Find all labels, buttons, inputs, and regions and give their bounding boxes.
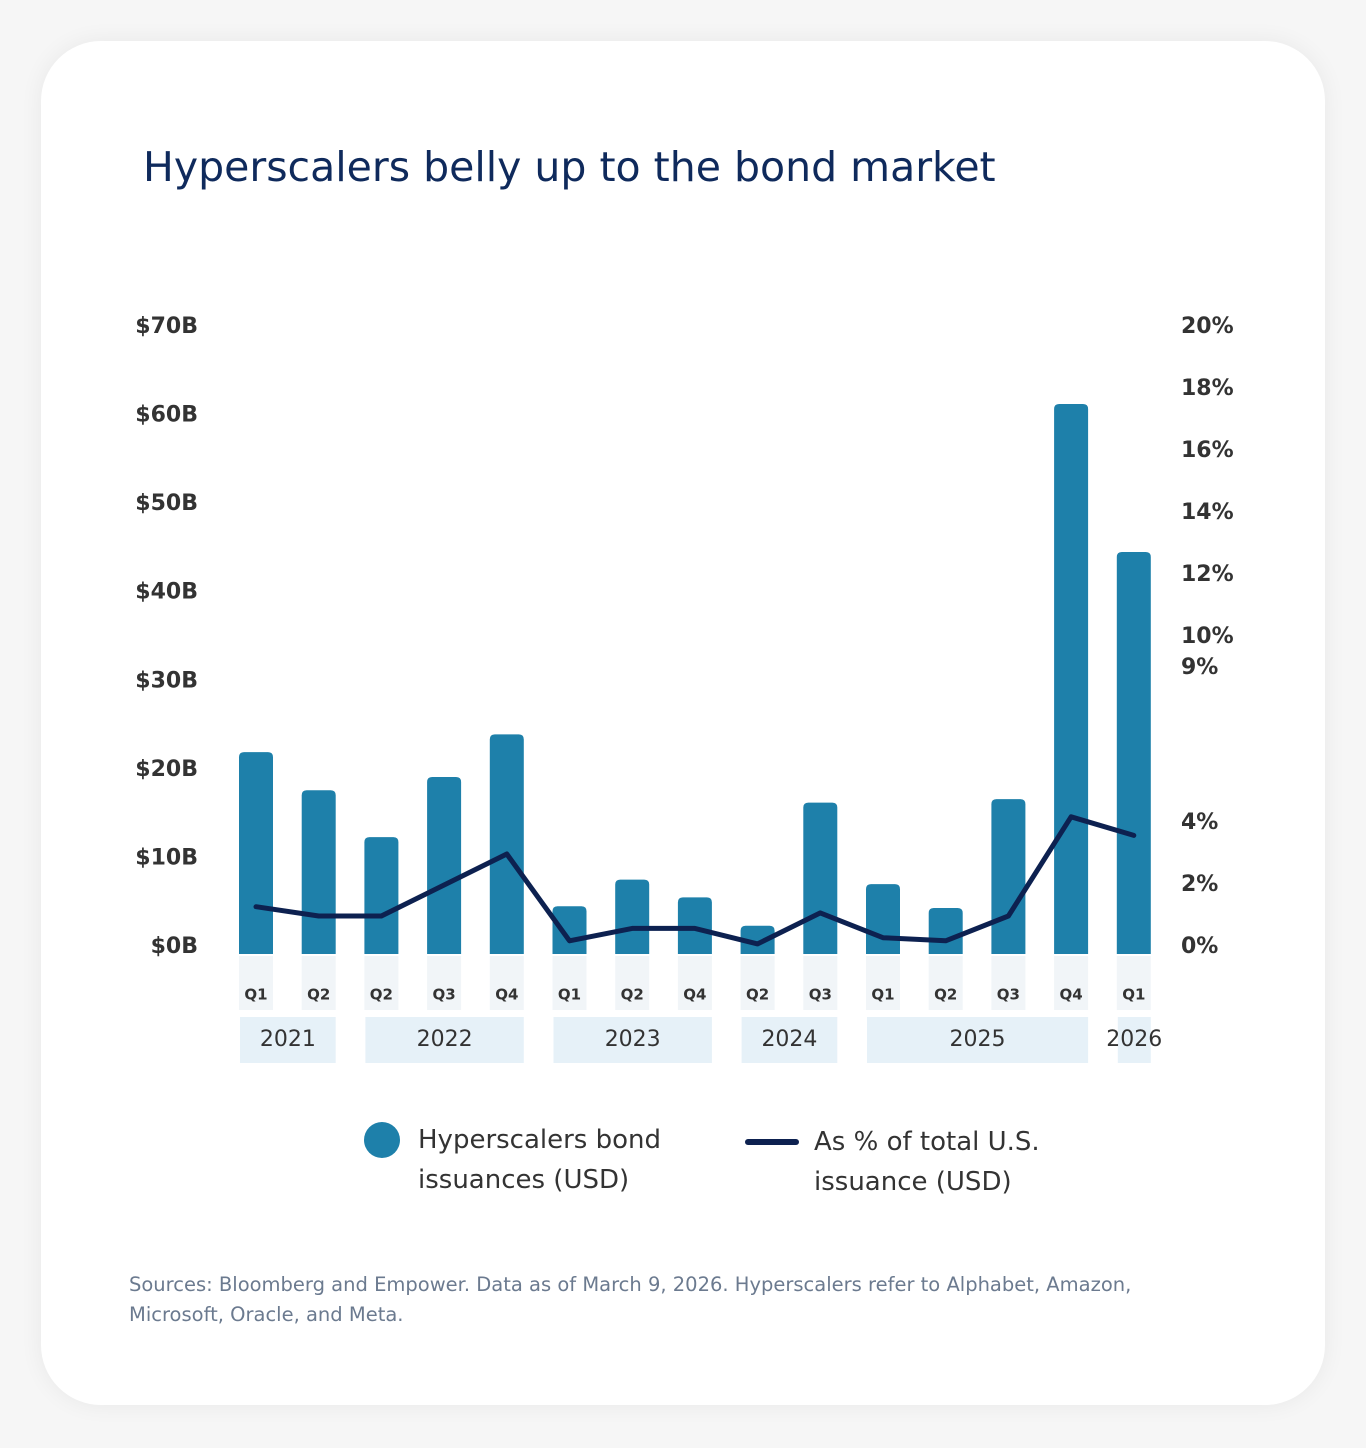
- year-label: 2025: [950, 1027, 1006, 1052]
- year-box: [741, 1017, 838, 1063]
- y2-tick-label: 2%: [1181, 872, 1218, 897]
- tick-shade: [552, 956, 587, 1010]
- tick-shade: [489, 956, 524, 1010]
- y-tick-label: $20B: [135, 757, 198, 782]
- bar: [364, 837, 399, 954]
- x-tick-label: Q4: [1059, 986, 1082, 1004]
- y2-tick-label: 10%: [1181, 624, 1234, 649]
- x-tick-label: Q3: [997, 986, 1020, 1004]
- y2-tick-label: 14%: [1181, 500, 1234, 525]
- bar: [427, 776, 462, 954]
- x-tick-label: Q3: [432, 986, 455, 1004]
- year-box: [240, 1017, 336, 1063]
- y2-tick-label: 12%: [1181, 562, 1234, 587]
- legend-label: Hyperscalers bond issuances (USD): [418, 1125, 662, 1195]
- bar: [740, 925, 775, 954]
- y-tick-label: $60B: [135, 403, 198, 428]
- line: [253, 814, 1137, 947]
- bar: [489, 734, 524, 954]
- year-label: 2024: [761, 1027, 817, 1052]
- legend-bar: Hyperscalers bond issuances (USD): [364, 1120, 688, 1200]
- bar: [552, 906, 587, 954]
- bar: [1116, 551, 1151, 954]
- bar: [991, 799, 1026, 954]
- year-label: 2022: [417, 1027, 473, 1052]
- y2-tick-label: 18%: [1181, 376, 1234, 401]
- y-tick-label: $0B: [151, 934, 198, 959]
- y2-tick-label: 4%: [1181, 810, 1218, 835]
- tick-shade: [301, 956, 336, 1010]
- bar: [301, 790, 336, 954]
- year-label: 2021: [260, 1027, 316, 1052]
- tick-shade: [615, 956, 650, 1010]
- tick-shade: [677, 956, 712, 1010]
- x-tick-label: Q1: [871, 986, 894, 1004]
- bar: [615, 879, 650, 954]
- x-tick-label: Q1: [244, 986, 267, 1004]
- y2-tick-label: 0%: [1181, 934, 1218, 959]
- tick-shade: [1116, 956, 1151, 1010]
- tick-shade: [991, 956, 1026, 1010]
- x-tick-label: Q2: [370, 986, 393, 1004]
- x-tick-label: Q4: [495, 986, 518, 1004]
- tick-shade: [803, 956, 838, 1010]
- tick-shade: [239, 956, 273, 1010]
- year-label: 2026: [1106, 1027, 1162, 1052]
- bar: [239, 752, 273, 954]
- chart-title: Hyperscalers belly up to the bond market: [143, 143, 996, 191]
- y2-tick-label: 20%: [1181, 314, 1234, 339]
- tick-shade: [1054, 956, 1089, 1010]
- y-tick-label: $40B: [135, 580, 198, 605]
- tick-shade: [740, 956, 775, 1010]
- x-tick-label: Q1: [558, 986, 581, 1004]
- legend-swatch: [364, 1122, 400, 1158]
- tick-shade: [427, 956, 462, 1010]
- bar: [677, 897, 712, 954]
- tick-shade: [364, 956, 399, 1010]
- y-tick-label: $10B: [135, 845, 198, 870]
- x-tick-label: Q1: [1122, 986, 1145, 1004]
- y-tick-label: $50B: [135, 491, 198, 516]
- legend-swatch: [745, 1139, 799, 1145]
- x-tick-label: Q4: [683, 986, 706, 1004]
- card: [41, 41, 1325, 1405]
- source-note: Sources: Bloomberg and Empower. Data as …: [129, 1273, 1132, 1326]
- year-box: [553, 1017, 712, 1063]
- year-box: [1117, 1017, 1151, 1063]
- year-box: [867, 1017, 1089, 1063]
- year-label: 2023: [605, 1027, 661, 1052]
- x-tick-label: Q2: [934, 986, 957, 1004]
- legend-label: As % of total U.S. issuance (USD): [814, 1127, 1040, 1197]
- bar: [866, 884, 900, 954]
- x-tick-label: Q2: [307, 986, 330, 1004]
- bar: [1054, 404, 1089, 954]
- bar: [803, 802, 838, 954]
- legend-line: As % of total U.S. issuance (USD): [745, 1122, 1064, 1202]
- tick-shade: [866, 956, 900, 1010]
- x-tick-label: Q3: [809, 986, 832, 1004]
- x-tick-label: Q2: [746, 986, 769, 1004]
- tick-shade: [928, 956, 963, 1010]
- y-tick-label: $30B: [135, 668, 198, 693]
- bar: [928, 908, 963, 954]
- year-box: [365, 1017, 524, 1063]
- y-tick-label: $70B: [135, 314, 198, 339]
- y2-tick-label: 16%: [1181, 438, 1234, 463]
- y2-tick-label: 9%: [1181, 655, 1218, 680]
- x-tick-label: Q2: [621, 986, 644, 1004]
